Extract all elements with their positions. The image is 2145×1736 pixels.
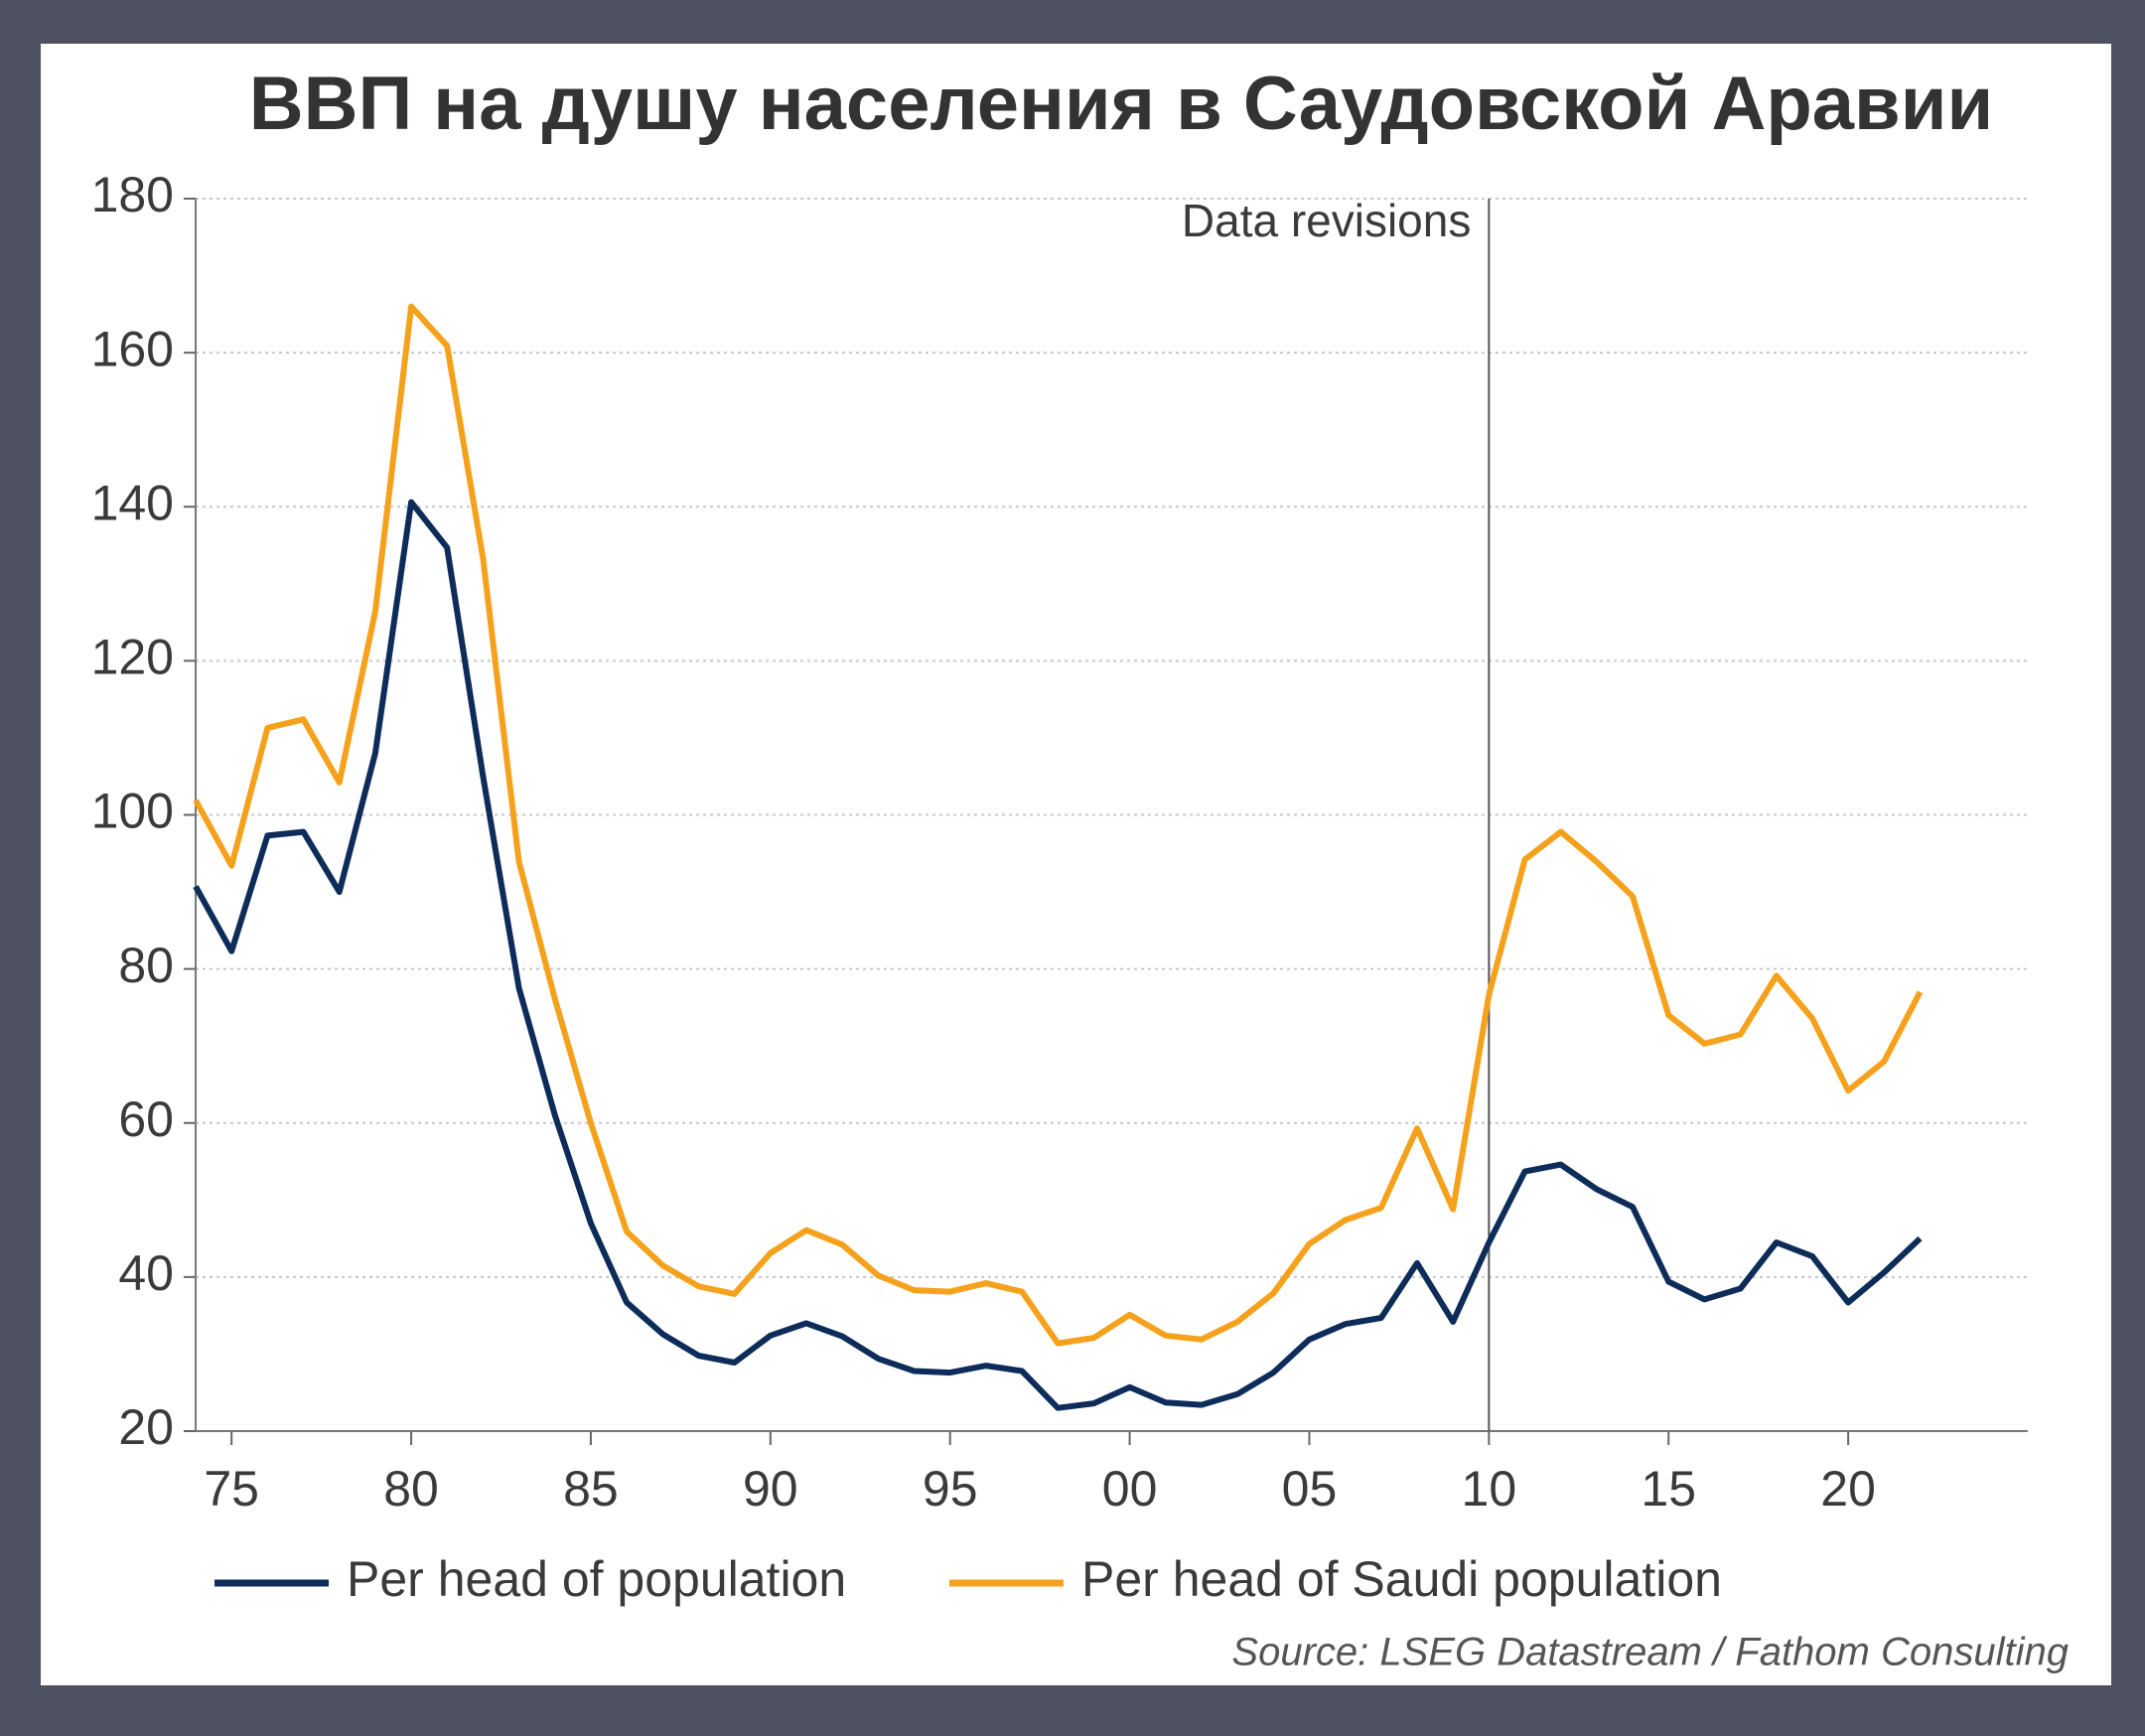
y-tick-label: 140 bbox=[91, 475, 174, 530]
y-tick-label: 40 bbox=[118, 1245, 174, 1301]
x-tick-label: 80 bbox=[383, 1461, 439, 1517]
x-tick-label: 10 bbox=[1462, 1461, 1517, 1517]
x-tick-label: 90 bbox=[743, 1461, 798, 1517]
source-note: Source: LSEG Datastream / Fathom Consult… bbox=[1231, 1631, 2069, 1674]
x-tick-label: 85 bbox=[563, 1461, 619, 1517]
x-tick-label: 75 bbox=[204, 1461, 259, 1517]
y-tick-label: 80 bbox=[118, 938, 174, 993]
chart-panel bbox=[41, 44, 2111, 1685]
x-tick-label: 05 bbox=[1282, 1461, 1338, 1517]
y-tick-label: 20 bbox=[118, 1399, 174, 1455]
data-line bbox=[193, 303, 1924, 1347]
y-tick-label: 180 bbox=[91, 167, 174, 222]
chart-title: ВВП на душу населения в Саудовской Арави… bbox=[249, 62, 1993, 146]
legend-label: Per head of Saudi population bbox=[1081, 1551, 1722, 1607]
x-tick-label: 15 bbox=[1641, 1461, 1696, 1517]
x-tick-label: 95 bbox=[923, 1461, 978, 1517]
legend-label: Per head of population bbox=[347, 1551, 846, 1607]
annotation-label: Data revisions bbox=[1182, 195, 1471, 246]
x-tick-label: 00 bbox=[1102, 1461, 1158, 1517]
y-tick-label: 120 bbox=[91, 630, 174, 685]
y-tick-label: 160 bbox=[91, 321, 174, 376]
y-tick-label: 60 bbox=[118, 1091, 174, 1147]
y-tick-label: 100 bbox=[91, 784, 174, 839]
x-tick-label: 20 bbox=[1820, 1461, 1876, 1517]
data-line bbox=[193, 499, 1923, 1411]
